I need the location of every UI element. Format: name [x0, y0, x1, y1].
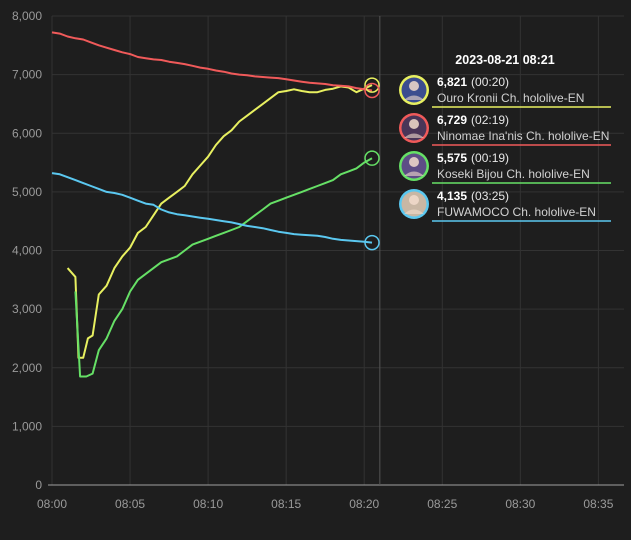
tooltip-channel-name: FUWAMOCO Ch. hololive-EN [437, 205, 596, 219]
tooltip-duration: (00:20) [471, 75, 509, 89]
tooltip-row: 6,821 (00:20) Ouro Kronii Ch. hololive-EN [399, 75, 611, 108]
series-layer [51, 31, 373, 378]
y-tick-label: 5,000 [12, 185, 42, 199]
avatar-body-icon [404, 209, 424, 214]
series-line-1[interactable] [51, 31, 373, 92]
tooltip-channel-name: Ouro Kronii Ch. hololive-EN [437, 91, 584, 105]
avatar-face-icon [409, 157, 419, 167]
marker-layer [364, 77, 380, 251]
tooltip-value: 4,135 [437, 189, 467, 203]
x-tick-label: 08:15 [271, 497, 301, 511]
tooltip-duration: (02:19) [471, 113, 509, 127]
tooltip-channel-name: Koseki Bijou Ch. hololive-EN [437, 167, 590, 181]
tooltip-value: 6,729 [437, 113, 467, 127]
tooltip-value: 6,821 [437, 75, 467, 89]
avatar-face-icon [409, 119, 419, 129]
avatar-body-icon [404, 95, 424, 100]
series-end-marker-3 [364, 234, 380, 251]
tooltip-value: 5,575 [437, 151, 467, 165]
y-tick-label: 0 [35, 478, 42, 492]
x-tick-label: 08:10 [193, 497, 223, 511]
series-line-2[interactable] [74, 157, 373, 378]
x-tick-label: 08:35 [583, 497, 613, 511]
x-tick-label: 08:30 [505, 497, 535, 511]
y-tick-label: 8,000 [12, 9, 42, 23]
hover-tooltip: 2023-08-21 08:21 6,821 (00:20) Ouro Kronii… [399, 53, 611, 222]
y-tick-label: 6,000 [12, 126, 42, 140]
series-end-marker-2 [364, 150, 380, 166]
axis-layer: 0 1,000 2,000 3,000 4,000 5,000 6,000 7,000 8,00… [12, 9, 624, 511]
avatar-body-icon [404, 133, 424, 138]
series-end-marker-1 [364, 82, 380, 99]
y-tick-label: 4,000 [12, 244, 42, 258]
avatar-body-icon [404, 171, 424, 176]
tooltip-duration: (03:25) [471, 189, 509, 203]
x-tick-label: 08:20 [349, 497, 379, 511]
y-tick-label: 7,000 [12, 68, 42, 82]
series-end-marker-0 [364, 77, 380, 93]
tooltip-row: 6,729 (02:19) Ninomae Ina'nis Ch. hololive… [399, 113, 611, 146]
tooltip-title: 2023-08-21 08:21 [455, 53, 554, 67]
tooltip-rows: 6,821 (00:20)Ouro Kronii Ch. hololive-EN6… [399, 75, 611, 222]
series-line-0[interactable] [66, 84, 373, 359]
avatar-face-icon [409, 81, 419, 91]
y-tick-label: 1,000 [12, 419, 42, 433]
tooltip-duration: (00:19) [471, 151, 509, 165]
x-tick-label: 08:05 [115, 497, 145, 511]
tooltip-row: 4,135 (03:25) FUWAMOCO Ch. hololive-EN [399, 189, 611, 222]
grid-layer [51, 15, 624, 485]
tooltip-channel-name: Ninomae Ina'nis Ch. hololive-EN [437, 129, 609, 143]
x-tick-label: 08:25 [427, 497, 457, 511]
tooltip-row: 5,575 (00:19) Koseki Bijou Ch. hololive-EN [399, 151, 611, 184]
y-tick-label: 2,000 [12, 361, 42, 375]
series-line-3[interactable] [51, 172, 373, 244]
x-tick-label: 08:00 [37, 497, 67, 511]
y-tick-label: 3,000 [12, 302, 42, 316]
avatar-face-icon [409, 195, 419, 205]
